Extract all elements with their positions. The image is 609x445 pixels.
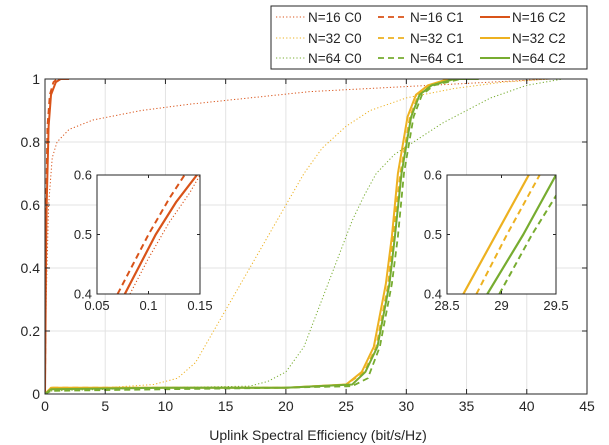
main-x-tick-label-6: 30 (399, 398, 415, 414)
main-series-line-3 (45, 79, 563, 394)
legend-label-0-0: N=16 C0 (308, 10, 362, 25)
inset-right-x-tick-label-1: 29 (494, 298, 508, 313)
inset-left-y-tick-label-2: 0.6 (74, 168, 92, 183)
inset-right-series-line-0 (475, 175, 541, 294)
x-axis-label: Uplink Spectral Efficiency (bit/s/Hz) (209, 427, 427, 443)
inset-left-x-tick-label-2: 0.15 (187, 298, 212, 313)
inset-right-plot-area (447, 175, 556, 294)
main-x-tick-label-2: 10 (158, 398, 174, 414)
inset-right-series-line-1 (462, 175, 530, 294)
main-y-tick-label-3: 0.6 (21, 197, 41, 213)
legend: N=16 C0 N=16 C1 N=16 C2 N=32 C0 N=32 C1 N=32 … (270, 5, 588, 70)
main-y-tick-label-2: 0.4 (21, 260, 41, 276)
inset-left-y-tick-label-1: 0.5 (74, 227, 92, 242)
legend-box (270, 5, 588, 70)
inset-right-series-line-2 (498, 193, 556, 294)
legend-label-0-2: N=16 C2 (512, 10, 566, 25)
inset-left-x-tick-label-1: 0.1 (139, 298, 157, 313)
inset-left: 0.05 0.1 0.15 0.4 0.5 0.6 (74, 168, 213, 313)
main-x-tick-label-3: 15 (218, 398, 234, 414)
legend-label-1-1: N=32 C1 (410, 31, 464, 46)
inset-left-series-group (116, 175, 200, 294)
legend-label-2-1: N=64 C1 (410, 51, 464, 66)
inset-left-x-tick-label-0: 0.05 (84, 298, 109, 313)
inset-left-series-line-2 (123, 175, 198, 294)
inset-right-series-line-3 (486, 175, 556, 294)
main-y-tick-label-4: 0.8 (21, 134, 41, 150)
legend-label-1-2: N=32 C2 (512, 31, 566, 46)
main-series-line-8 (45, 79, 479, 394)
inset-right: 28.5 29 29.5 0.4 0.5 0.6 (424, 168, 569, 313)
inset-right-x-tick-label-2: 29.5 (543, 298, 568, 313)
legend-label-0-1: N=16 C1 (410, 10, 464, 25)
main-y-tick-label-5: 1 (32, 71, 40, 87)
main-series-line-7 (45, 79, 479, 394)
main-x-tick-label-7: 35 (459, 398, 475, 414)
main-x-tick-label-4: 20 (278, 398, 294, 414)
main-x-tick-label-9: 45 (579, 398, 595, 414)
legend-label-1-0: N=32 C0 (308, 31, 362, 46)
main-x-tick-label-1: 5 (101, 398, 109, 414)
inset-left-series-line-1 (116, 175, 186, 294)
inset-left-y-tick-label-0: 0.4 (74, 287, 92, 302)
main-series-group (45, 79, 563, 394)
legend-label-2-0: N=64 C0 (308, 51, 362, 66)
inset-right-series-group (462, 175, 556, 294)
main-x-tick-label-8: 40 (519, 398, 535, 414)
main-series-line-2 (45, 79, 70, 394)
inset-right-y-tick-label-0: 0.4 (424, 287, 442, 302)
main-x-tick-label-5: 25 (338, 398, 354, 414)
inset-right-x-tick-label-0: 28.5 (434, 298, 459, 313)
main-x-tick-label-0: 0 (41, 398, 49, 414)
inset-right-y-tick-label-1: 0.5 (424, 227, 442, 242)
legend-label-2-2: N=64 C2 (512, 51, 566, 66)
main-frame (44, 78, 588, 395)
main-y-tick-label-1: 0.2 (21, 323, 41, 339)
inset-right-y-tick-label-2: 0.6 (424, 168, 442, 183)
main-y-tick-label-0: 0 (32, 386, 40, 402)
